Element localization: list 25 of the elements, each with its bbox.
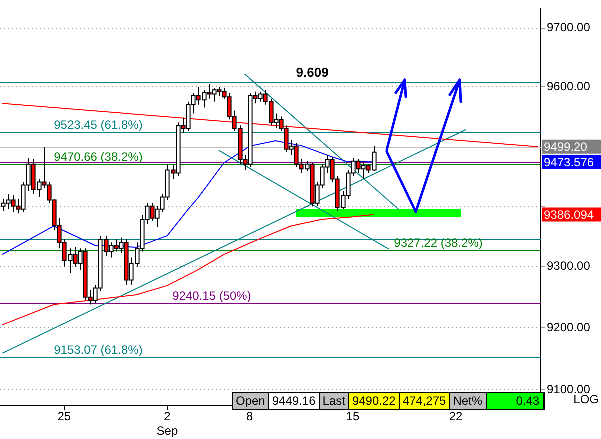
x-tick-label: 22: [449, 410, 463, 424]
text: 9473.576: [544, 155, 594, 170]
annotation: 0.43: [486, 393, 544, 409]
ref-line-label: 9240.15 (50%): [172, 288, 252, 303]
annotation: 9490.22: [349, 393, 400, 409]
x-tick-label: 15: [346, 410, 360, 424]
annotation: Open: [233, 393, 270, 409]
x-tick-label: 2 Sep: [156, 410, 178, 438]
ref-line-label: 9470.66 (38.2%): [54, 150, 143, 164]
x-tick-label: 8: [246, 410, 254, 424]
annotation: 474,275: [400, 393, 450, 409]
annotation: 9449.16: [269, 393, 320, 409]
y-tick-label: 9700.00: [547, 20, 591, 35]
ref-line-label: 9523.45 (61.8%): [54, 118, 143, 132]
y-tick-label: 9200.00: [547, 320, 591, 334]
annotation: Net%: [450, 393, 487, 409]
annotation: Last: [320, 393, 350, 409]
x-tick-label: 25: [58, 410, 72, 424]
text: 9499.20: [544, 140, 588, 154]
y-tick-label: 9300.00: [547, 259, 591, 274]
text: 9386.094: [544, 208, 594, 222]
ref-line-label: 9153.07 (61.8%): [54, 342, 143, 357]
ref-line-label: 9327.22 (38.2%): [394, 236, 483, 250]
y-tick-label: 9600.00: [547, 79, 591, 94]
annotation: 9.609: [296, 64, 329, 80]
